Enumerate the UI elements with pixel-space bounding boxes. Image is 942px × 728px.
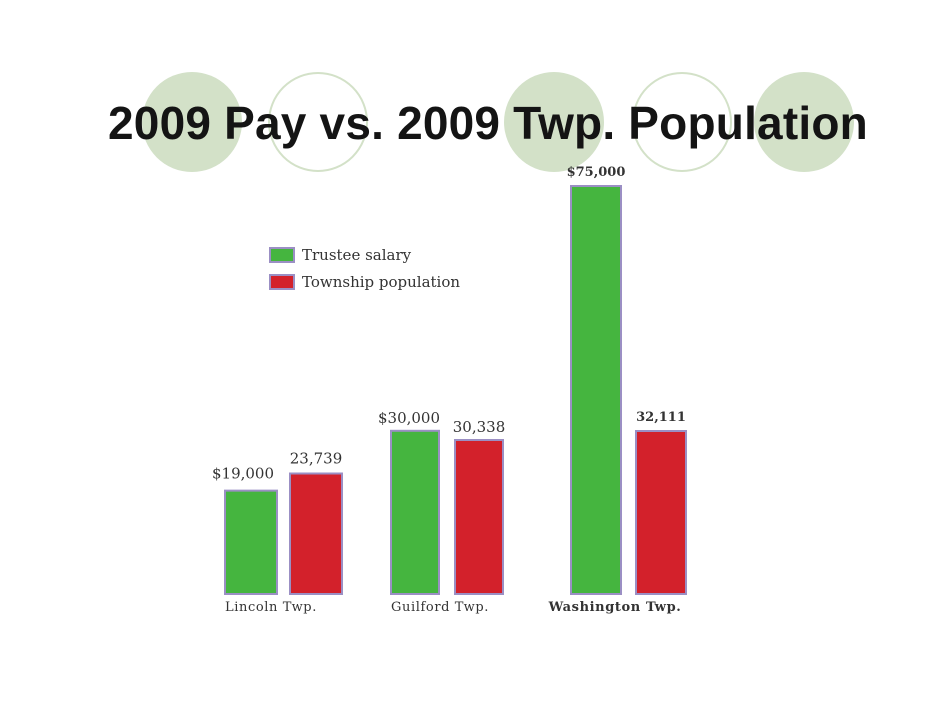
- population-bar-1: [289, 472, 343, 596]
- population-value-label-1: 23,739: [290, 449, 343, 467]
- decorative-circle: [268, 72, 368, 172]
- salary-value-label-2: $30,000: [378, 409, 440, 427]
- population-value-label-2: 30,338: [453, 418, 506, 436]
- salary-bar-1: [224, 489, 278, 596]
- page-title: 2009 Pay vs. 2009 Twp. Population: [108, 97, 868, 149]
- category-label-2: Guilford Twp.: [391, 600, 489, 615]
- legend-label-population: Township population: [302, 272, 461, 291]
- salary-value-label-1: $19,000: [212, 465, 274, 483]
- legend-swatch-salary: [269, 246, 295, 263]
- decorative-circle: [142, 72, 242, 172]
- population-bar-2: [454, 439, 504, 595]
- legend-item-salary: Trustee salary: [269, 241, 460, 268]
- legend-item-population: Township population: [269, 268, 460, 295]
- legend-swatch-population: [269, 273, 295, 290]
- salary-bar-2: [390, 429, 440, 595]
- decorative-circle: [504, 72, 604, 172]
- decorative-circle: [754, 72, 854, 172]
- salary-value-label-3: $75,000: [567, 165, 626, 180]
- decorative-circle: [632, 72, 732, 172]
- chart-legend: Trustee salary Township population: [269, 241, 460, 295]
- salary-bar-3: [570, 185, 622, 595]
- population-value-label-3: 32,111: [636, 410, 686, 425]
- population-bar-3: [635, 430, 687, 595]
- legend-label-salary: Trustee salary: [302, 245, 412, 264]
- category-label-3: Washington Twp.: [548, 600, 682, 615]
- category-label-1: Lincoln Twp.: [225, 600, 317, 615]
